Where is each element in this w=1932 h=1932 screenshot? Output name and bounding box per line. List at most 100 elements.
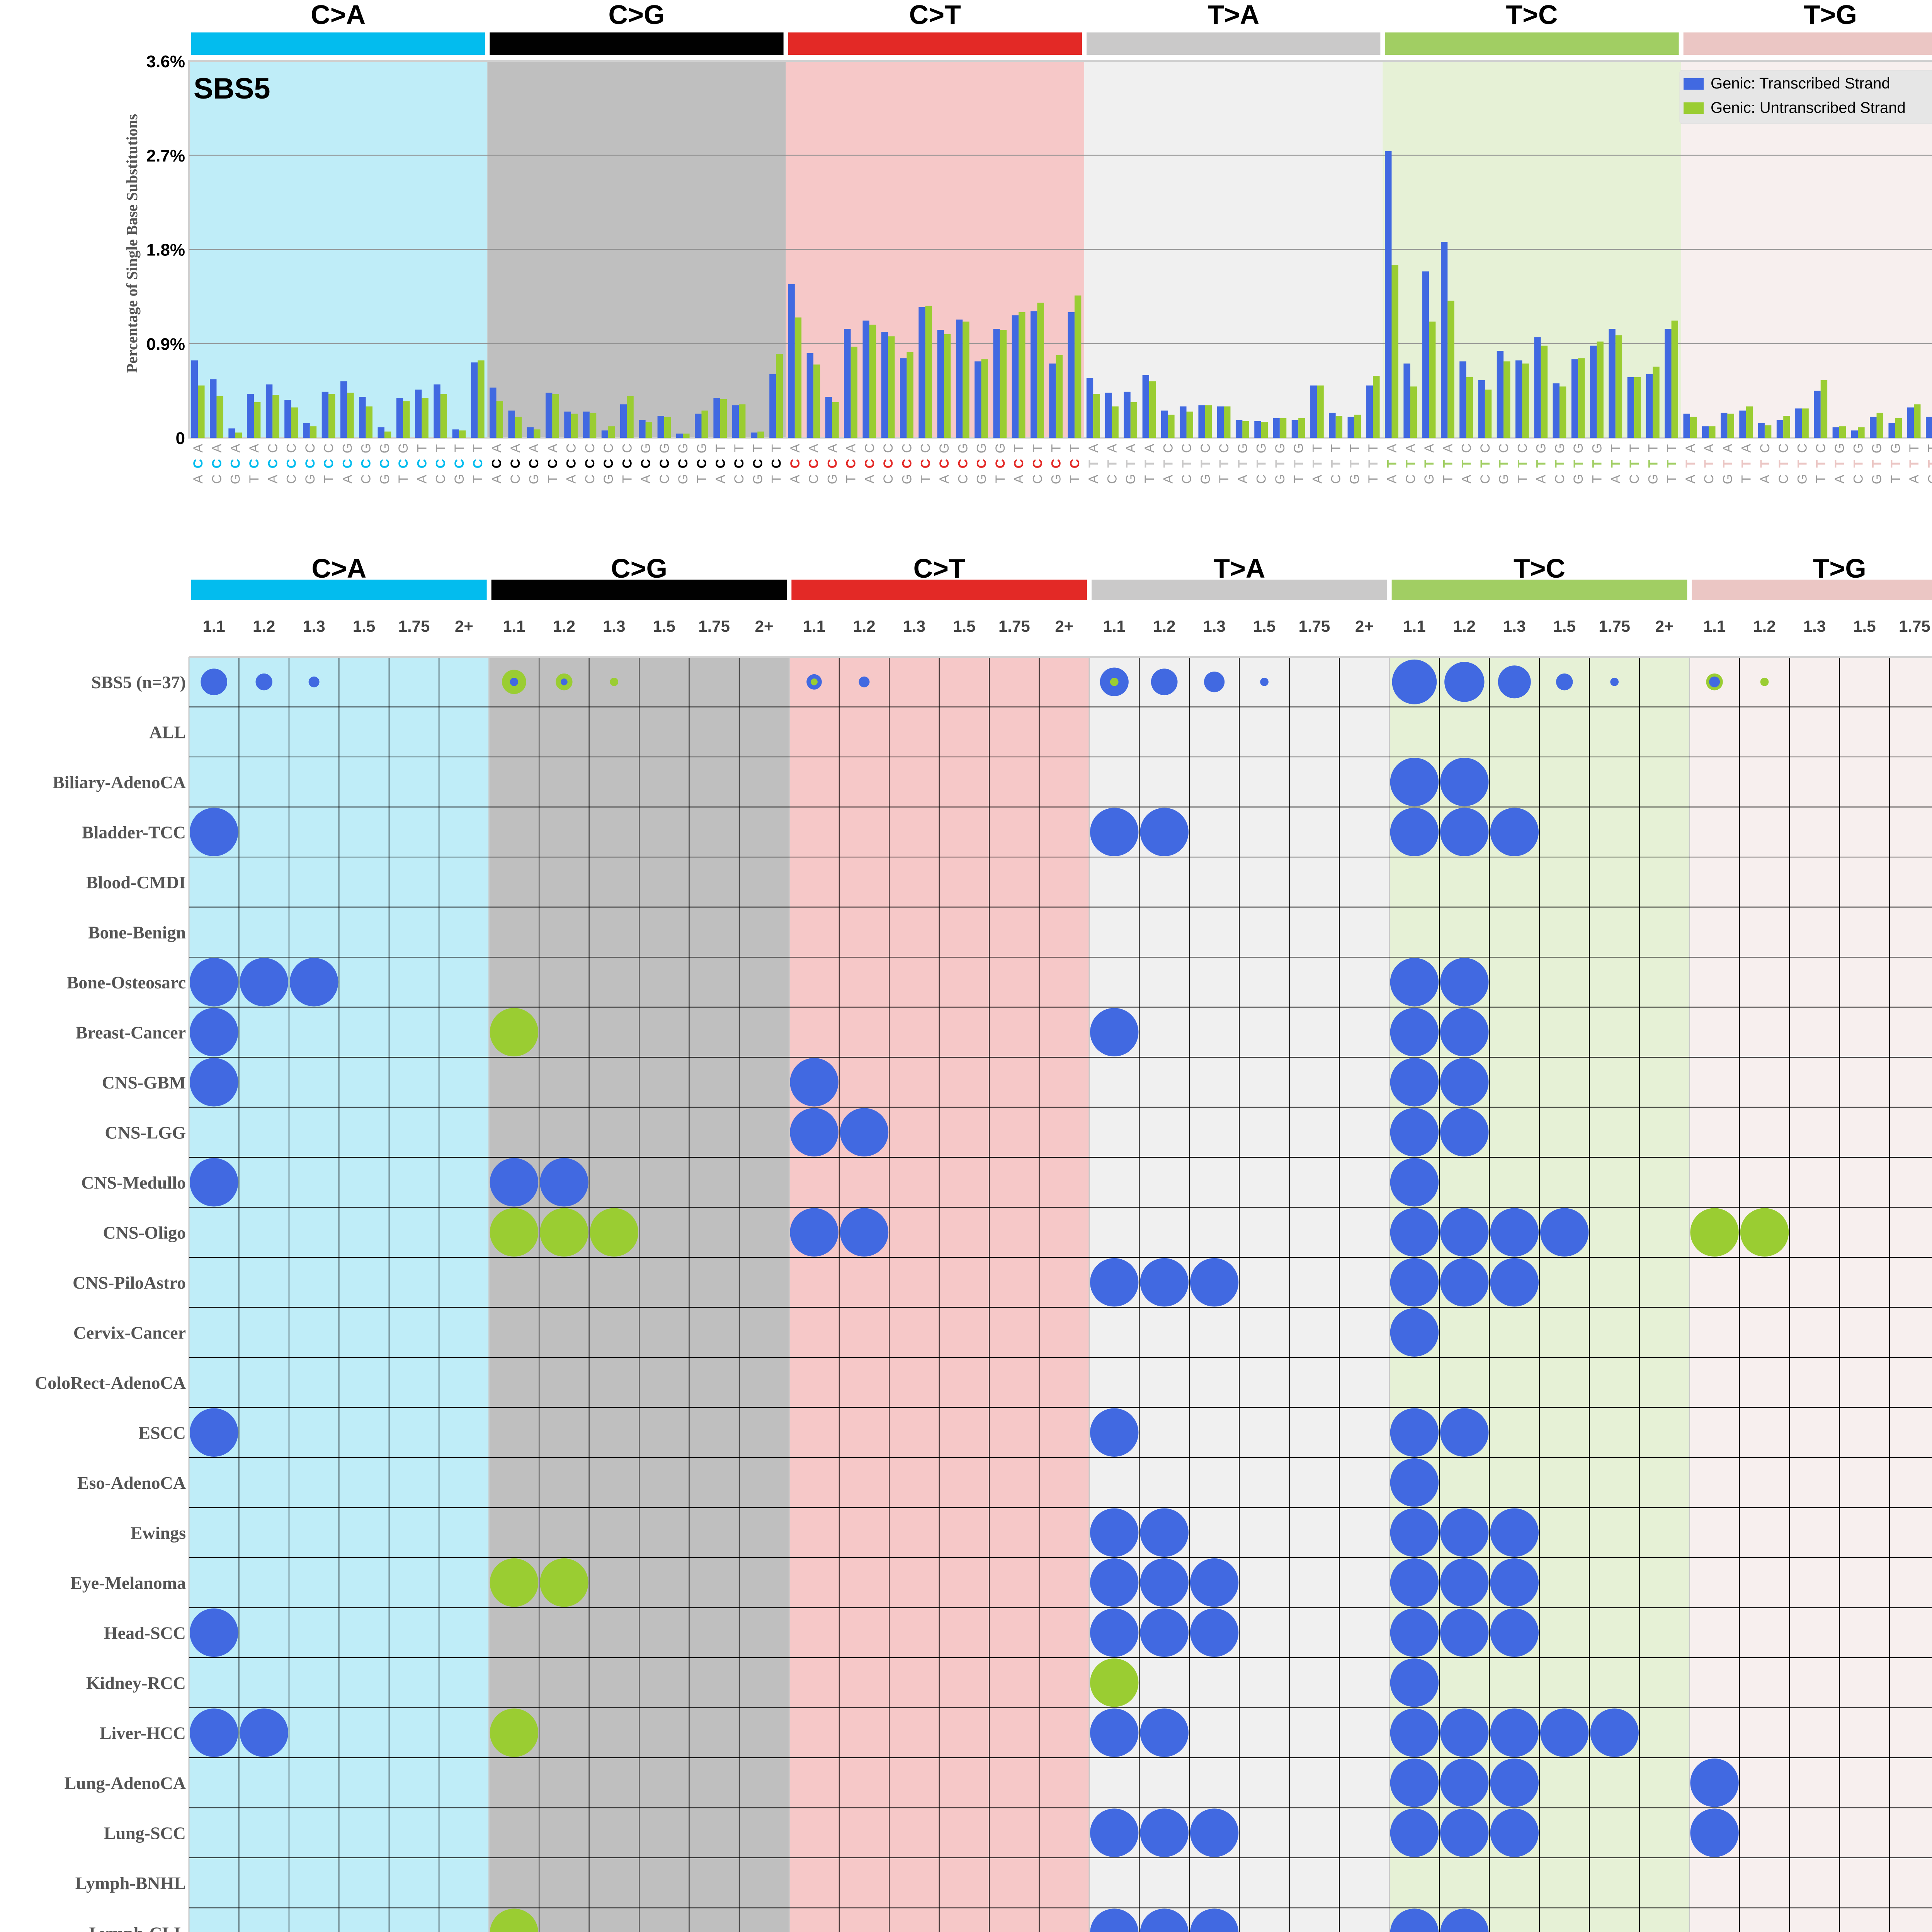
dot-transcribed <box>1540 1708 1589 1757</box>
context-label: C <box>769 459 784 469</box>
bar-transcribed <box>1235 420 1243 438</box>
context-label: G <box>378 474 392 484</box>
context-label: T <box>769 475 784 483</box>
context-label: C <box>303 444 318 453</box>
context-label: T <box>1440 475 1455 483</box>
context-label: G <box>1254 443 1269 453</box>
bar-untranscribed <box>1541 345 1548 438</box>
bar-transcribed <box>825 397 832 438</box>
dot-transcribed <box>1190 1808 1239 1857</box>
bar-untranscribed <box>1764 425 1772 438</box>
context-label: T <box>434 444 448 452</box>
context-label: C <box>284 444 299 453</box>
context-label: T <box>769 444 784 452</box>
bar-transcribed <box>1553 383 1560 438</box>
context-label: C <box>1049 459 1064 469</box>
context-label: C <box>1515 444 1530 453</box>
context-label: T <box>1068 475 1082 483</box>
context-label: T <box>1646 459 1660 468</box>
context-label: T <box>1907 459 1922 468</box>
context-label: T <box>1739 475 1754 483</box>
dot-transcribed <box>1440 1208 1489 1257</box>
fold-threshold-label: 1.2 <box>1753 617 1776 635</box>
context-label: C <box>265 444 280 453</box>
context-label: T <box>1888 459 1903 468</box>
context-label: G <box>1888 443 1903 453</box>
bar-untranscribed <box>608 426 615 438</box>
dot-transcribed <box>1090 1258 1139 1307</box>
context-label: T <box>1049 444 1064 452</box>
dot-transcribed <box>1390 1108 1439 1156</box>
dot-transcribed <box>1440 1608 1489 1657</box>
fold-threshold-label: 1.75 <box>1899 617 1930 635</box>
dot-transcribed <box>1390 1058 1439 1107</box>
bar-transcribed <box>1273 418 1280 438</box>
chart-title: SBS5 <box>194 72 270 105</box>
bar-untranscribed <box>1746 406 1753 438</box>
bar-untranscribed <box>1391 265 1398 438</box>
context-label: C <box>956 459 970 469</box>
bar-untranscribed <box>1634 377 1641 438</box>
context-label: C <box>228 459 243 469</box>
context-label: G <box>975 443 989 453</box>
bar-transcribed <box>1124 391 1131 438</box>
context-label: T <box>1720 459 1735 468</box>
grid-group-band <box>1391 580 1687 600</box>
dot-transcribed <box>1590 1708 1639 1757</box>
dot-transcribed <box>190 808 238 856</box>
cancer-type-label: Eso-AdenoCA <box>77 1473 186 1493</box>
summary-dot-transcribed <box>308 676 320 687</box>
context-label: A <box>639 474 653 483</box>
context-label: G <box>1571 443 1586 453</box>
dot-transcribed <box>1390 1759 1439 1807</box>
bar-untranscribed <box>701 410 708 438</box>
bar-untranscribed <box>683 434 690 438</box>
context-label: A <box>1739 444 1754 452</box>
fold-threshold-label: 1.75 <box>998 617 1030 635</box>
dot-transcribed <box>240 958 288 1007</box>
dot-transcribed <box>1490 1708 1539 1757</box>
bar-untranscribed <box>1410 386 1417 438</box>
context-label: G <box>956 443 970 453</box>
dot-transcribed <box>1490 1759 1539 1807</box>
context-label: T <box>1198 459 1213 468</box>
dot-transcribed <box>1140 1808 1189 1857</box>
cancer-type-label: Lung-AdenoCA <box>65 1773 186 1793</box>
context-label: G <box>639 443 653 453</box>
dot-transcribed <box>1190 1608 1239 1657</box>
bar-transcribed <box>1795 408 1802 438</box>
fold-threshold-label: 2+ <box>1655 617 1674 635</box>
cancer-type-label: Biliary-AdenoCA <box>53 772 186 792</box>
context-label: T <box>321 475 336 483</box>
bar-transcribed <box>1180 406 1187 438</box>
bar-transcribed <box>191 360 198 438</box>
dot-transcribed <box>1490 1508 1539 1557</box>
context-label: A <box>1459 474 1474 483</box>
context-label: G <box>676 443 690 453</box>
fold-threshold-label: 1.1 <box>503 617 525 635</box>
context-label: T <box>1068 444 1082 452</box>
context-label: T <box>1627 459 1642 468</box>
bar-transcribed <box>1366 385 1373 438</box>
bar-transcribed <box>247 394 254 438</box>
context-label: C <box>620 459 634 469</box>
context-label: T <box>1347 444 1362 452</box>
bar-transcribed <box>862 320 869 438</box>
grid-group-title: C>T <box>913 553 965 583</box>
context-label: C <box>806 474 821 484</box>
context-label: G <box>1720 474 1735 484</box>
fold-threshold-label: 1.3 <box>303 617 325 635</box>
bar-untranscribed <box>1261 422 1268 438</box>
mutation-group-title: C>G <box>609 0 665 30</box>
context-label: G <box>825 474 840 484</box>
context-label: G <box>657 443 672 453</box>
bar-untranscribed <box>1019 312 1026 438</box>
context-label: G <box>359 443 374 453</box>
context-label: C <box>378 459 392 469</box>
context-label: G <box>452 474 467 484</box>
dot-transcribed <box>790 1108 838 1156</box>
context-label: C <box>490 459 504 469</box>
summary-dot-untranscribed <box>1760 677 1769 686</box>
bar-untranscribed <box>1466 377 1473 438</box>
context-label: C <box>601 459 616 469</box>
